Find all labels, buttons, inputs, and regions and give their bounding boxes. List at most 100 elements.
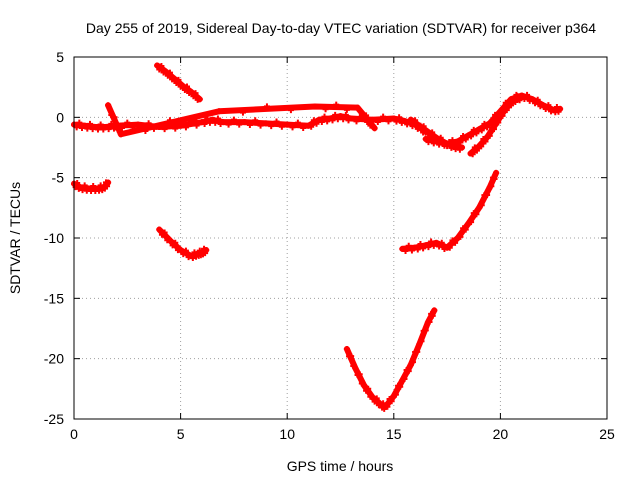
data-marker xyxy=(241,119,248,126)
data-marker xyxy=(142,127,149,134)
data-marker xyxy=(191,116,198,123)
data-marker xyxy=(353,118,360,125)
data-marker xyxy=(425,244,432,251)
data-marker xyxy=(363,112,370,119)
y-tick-label: -10 xyxy=(44,230,64,246)
data-marker xyxy=(457,139,464,146)
x-tick-label: 20 xyxy=(493,426,509,442)
data-marker xyxy=(193,122,200,129)
data-marker xyxy=(499,112,506,119)
series-band xyxy=(422,92,564,147)
data-marker xyxy=(471,144,478,151)
data-marker xyxy=(420,123,427,130)
data-marker xyxy=(343,106,350,113)
data-marker xyxy=(397,383,404,390)
data-marker xyxy=(462,136,469,143)
data-marker xyxy=(428,134,435,141)
data-marker xyxy=(503,107,510,114)
x-tick-label: 10 xyxy=(279,426,295,442)
data-marker xyxy=(433,239,440,246)
data-marker xyxy=(172,125,179,132)
data-marker xyxy=(436,141,443,148)
y-tick-label: -15 xyxy=(44,290,64,306)
data-marker xyxy=(332,111,339,118)
data-marker xyxy=(369,394,376,401)
data-marker xyxy=(308,123,315,130)
data-marker xyxy=(333,101,340,108)
data-marker xyxy=(158,62,165,69)
data-marker xyxy=(384,403,391,410)
data-marker xyxy=(426,318,433,325)
data-marker xyxy=(482,138,489,145)
data-marker xyxy=(171,75,178,82)
data-marker xyxy=(215,108,222,115)
data-marker xyxy=(90,183,97,190)
data-marker xyxy=(460,132,467,139)
y-tick-label: -5 xyxy=(52,170,65,186)
y-tick-label: 0 xyxy=(56,109,64,125)
grid-lines xyxy=(74,57,607,419)
series-band xyxy=(399,169,500,252)
data-marker xyxy=(380,113,387,120)
data-marker xyxy=(532,100,539,107)
data-marker xyxy=(86,120,93,127)
data-marker xyxy=(84,125,91,132)
data-marker xyxy=(252,117,259,124)
data-marker xyxy=(365,385,372,392)
data-marker xyxy=(468,219,475,226)
data-marker xyxy=(310,117,317,124)
data-marker xyxy=(491,126,498,133)
data-marker xyxy=(373,395,380,402)
data-marker xyxy=(183,83,190,90)
data-marker xyxy=(481,120,488,127)
data-marker xyxy=(343,346,350,353)
data-marker xyxy=(457,233,464,240)
data-marker xyxy=(111,114,118,121)
data-marker xyxy=(401,375,408,382)
data-marker xyxy=(374,118,381,125)
data-marker xyxy=(512,99,519,106)
data-marker xyxy=(534,96,541,103)
data-marker xyxy=(318,118,325,125)
data-markers xyxy=(71,62,564,412)
data-marker xyxy=(162,68,169,75)
data-marker xyxy=(196,96,203,103)
data-marker xyxy=(385,118,392,125)
data-marker xyxy=(212,119,219,126)
data-marker xyxy=(311,103,318,110)
data-marker xyxy=(367,122,374,129)
data-marker xyxy=(348,353,355,360)
data-marker xyxy=(246,121,253,128)
data-marker xyxy=(540,102,547,109)
x-tick-label: 25 xyxy=(599,426,615,442)
data-marker xyxy=(452,141,459,148)
data-marker xyxy=(429,129,436,136)
data-marker xyxy=(203,247,210,254)
data-marker xyxy=(117,131,124,138)
data-marker xyxy=(428,238,435,245)
data-marker xyxy=(337,113,344,120)
track-mid-dip xyxy=(156,226,210,261)
data-marker xyxy=(220,119,227,126)
data-marker xyxy=(81,182,88,189)
data-marker xyxy=(405,368,412,375)
data-marker xyxy=(156,66,163,73)
data-marker xyxy=(190,93,197,100)
chart-title: Day 255 of 2019, Sidereal Day-to-day VTE… xyxy=(86,20,596,36)
data-marker xyxy=(182,247,189,254)
data-marker xyxy=(516,97,523,104)
data-marker xyxy=(202,250,209,257)
data-marker xyxy=(495,119,502,126)
x-axis-title: GPS time / hours xyxy=(287,458,394,474)
data-marker xyxy=(486,132,493,139)
plot-frame xyxy=(73,56,608,420)
data-marker xyxy=(452,239,459,246)
data-marker xyxy=(542,105,549,112)
data-marker xyxy=(446,244,453,251)
data-marker xyxy=(402,248,409,255)
data-marker xyxy=(469,151,476,158)
data-marker xyxy=(166,237,173,244)
data-marker xyxy=(263,103,270,110)
x-tick-label: 5 xyxy=(177,426,185,442)
data-marker xyxy=(473,130,480,137)
